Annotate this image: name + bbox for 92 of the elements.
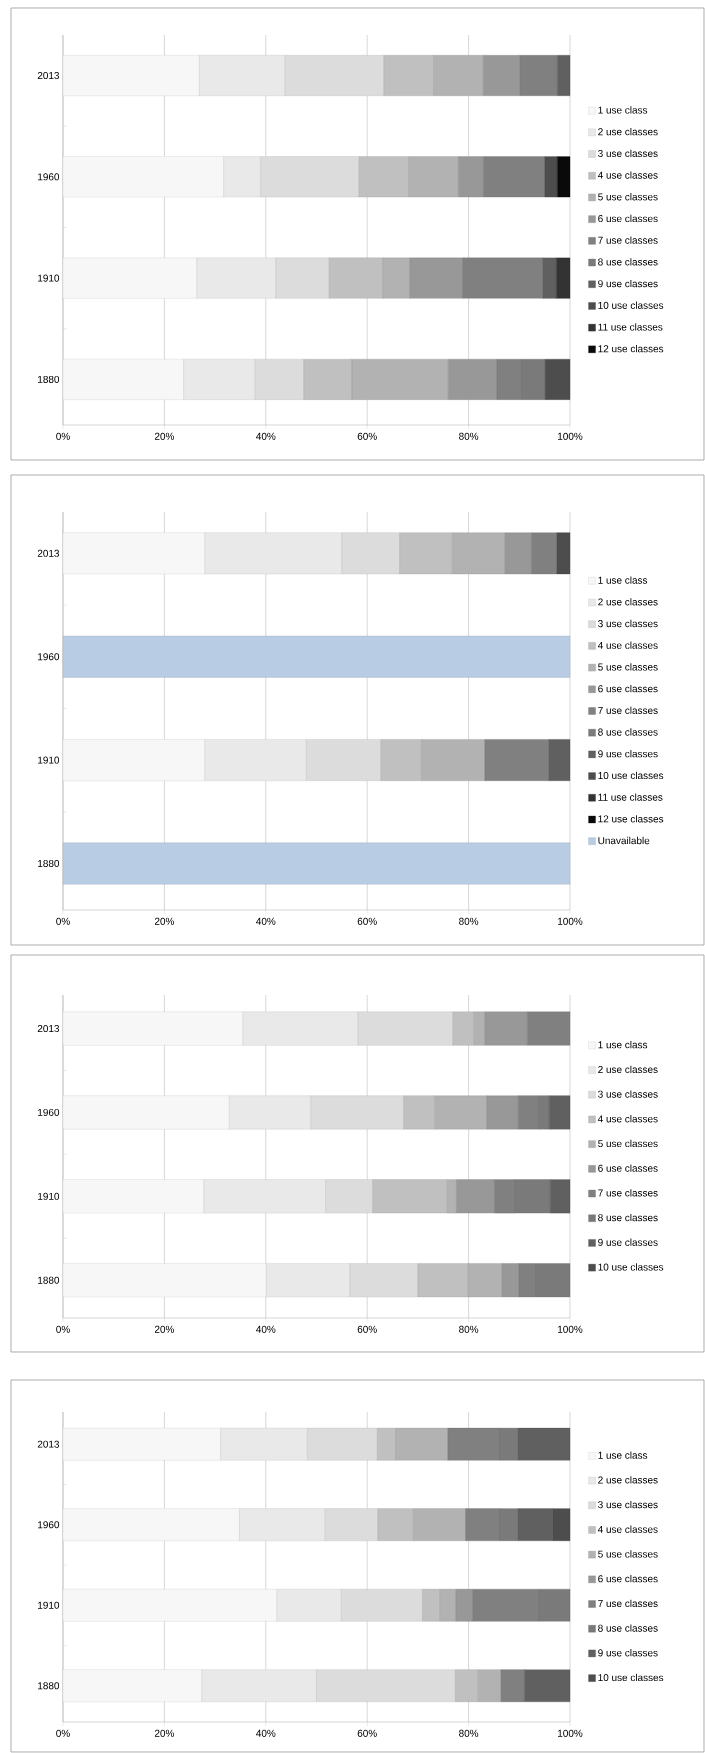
legend-label: 6 use classes	[598, 1164, 658, 1172]
legend-label: 2 use classes	[598, 1476, 658, 1484]
legend-label: 8 use classes	[598, 728, 658, 736]
legend-label: 3 use classes	[598, 619, 658, 628]
y-tick-label: 1960	[38, 1108, 60, 1116]
legend-label: 8 use classes	[598, 1624, 658, 1632]
x-tick-label: 100%	[558, 917, 583, 925]
y-tick-label: 1880	[38, 1682, 60, 1690]
legend-label: 8 use classes	[598, 258, 658, 266]
x-tick-label: 40%	[256, 432, 276, 440]
bar	[62, 842, 571, 885]
x-tick-label: 80%	[459, 1729, 479, 1737]
legend-label: 8 use classes	[598, 1213, 658, 1222]
y-tick-label: 1960	[38, 173, 60, 181]
y-tick-label: 1910	[38, 756, 60, 764]
y-tick-label: 1880	[38, 859, 60, 867]
legend-label: 7 use classes	[598, 1599, 658, 1607]
x-tick-label: 100%	[558, 1325, 583, 1333]
legend-label: 7 use classes	[598, 706, 658, 714]
x-tick-label: 80%	[459, 917, 479, 925]
x-tick-label: 100%	[558, 432, 583, 440]
y-tick-label: 1910	[38, 1601, 60, 1609]
legend-label: 10 use classes	[598, 1263, 664, 1271]
x-tick-label: 80%	[459, 1325, 479, 1333]
legend-label: 10 use classes	[598, 771, 664, 780]
bar	[545, 359, 571, 400]
x-tick-label: 40%	[256, 1729, 276, 1737]
bar	[544, 156, 558, 198]
legend-label: 9 use classes	[598, 1238, 658, 1246]
legend-label: 10 use classes	[598, 1673, 664, 1682]
legend-label: 6 use classes	[598, 684, 658, 693]
legend-label: 3 use classes	[598, 1090, 658, 1098]
y-tick-label: 2013	[37, 549, 60, 557]
x-tick-label: 20%	[154, 1729, 175, 1737]
legend-label: 1 use class	[598, 1040, 648, 1049]
legend-label: 4 use classes	[597, 1525, 658, 1533]
x-tick-label: 0%	[56, 432, 70, 440]
legend-label: 7 use classes	[598, 1189, 658, 1197]
legend-label: 11 use classes	[598, 323, 663, 331]
legend-label: 5 use classes	[598, 1550, 658, 1558]
x-tick-label: 60%	[357, 917, 377, 925]
legend-label: 6 use classes	[598, 1574, 658, 1583]
x-tick-label: 60%	[357, 1325, 377, 1333]
legend-label: 2 use classes	[598, 1065, 658, 1073]
x-tick-label: 60%	[357, 1729, 377, 1737]
x-tick-label: 40%	[256, 1325, 276, 1333]
legend-label: 9 use classes	[598, 1649, 658, 1657]
x-tick-label: 20%	[154, 432, 175, 440]
legend-label: 12 use classes	[598, 344, 664, 353]
x-tick-label: 60%	[357, 432, 377, 440]
legend-label: 1 use class	[598, 576, 648, 584]
legend-label: 9 use classes	[598, 279, 658, 288]
y-tick-label: 1910	[38, 274, 60, 282]
x-tick-label: 0%	[56, 1729, 70, 1737]
y-tick-label: 1960	[38, 1521, 60, 1529]
y-tick-label: 2013	[37, 1025, 60, 1033]
bar	[556, 257, 571, 299]
legend-label: 9 use classes	[598, 750, 658, 758]
y-tick-label: 1960	[38, 653, 60, 661]
legend-label: 11 use classes	[598, 793, 663, 801]
legend-label: 4 use classes	[597, 1115, 658, 1123]
legend-label: 5 use classes	[598, 193, 658, 201]
legend-label: 3 use classes	[598, 1500, 658, 1509]
legend-label: Unavailable	[598, 836, 650, 845]
legend-label: 2 use classes	[598, 598, 658, 606]
legend-label: 5 use classes	[598, 1139, 658, 1148]
x-tick-label: 20%	[154, 917, 175, 925]
legend-label: 4 use classes	[597, 171, 658, 179]
y-tick-label: 2013	[37, 1440, 60, 1448]
y-tick-label: 1910	[38, 1192, 60, 1200]
x-tick-label: 80%	[459, 432, 479, 440]
bar	[557, 156, 571, 198]
y-tick-label: 1880	[38, 1276, 60, 1284]
x-tick-label: 0%	[56, 1325, 70, 1333]
bar	[556, 532, 571, 575]
x-tick-label: 40%	[256, 917, 276, 925]
y-tick-label: 2013	[37, 71, 60, 80]
legend-label: 4 use classes	[597, 641, 658, 649]
x-tick-label: 100%	[558, 1729, 583, 1737]
legend-label: 3 use classes	[598, 149, 658, 158]
legend-label: 12 use classes	[598, 815, 664, 823]
legend-label: 7 use classes	[598, 236, 658, 244]
legend-label: 2 use classes	[598, 128, 658, 136]
x-tick-label: 0%	[56, 917, 70, 925]
x-tick-label: 20%	[154, 1325, 175, 1333]
bar	[62, 635, 571, 678]
legend-label: 10 use classes	[598, 301, 664, 309]
legend-label: 5 use classes	[598, 663, 658, 671]
legend-label: 6 use classes	[598, 214, 658, 223]
legend-label: 1 use class	[598, 1451, 648, 1459]
legend-label: 1 use class	[598, 106, 648, 114]
y-tick-label: 1880	[38, 375, 60, 383]
